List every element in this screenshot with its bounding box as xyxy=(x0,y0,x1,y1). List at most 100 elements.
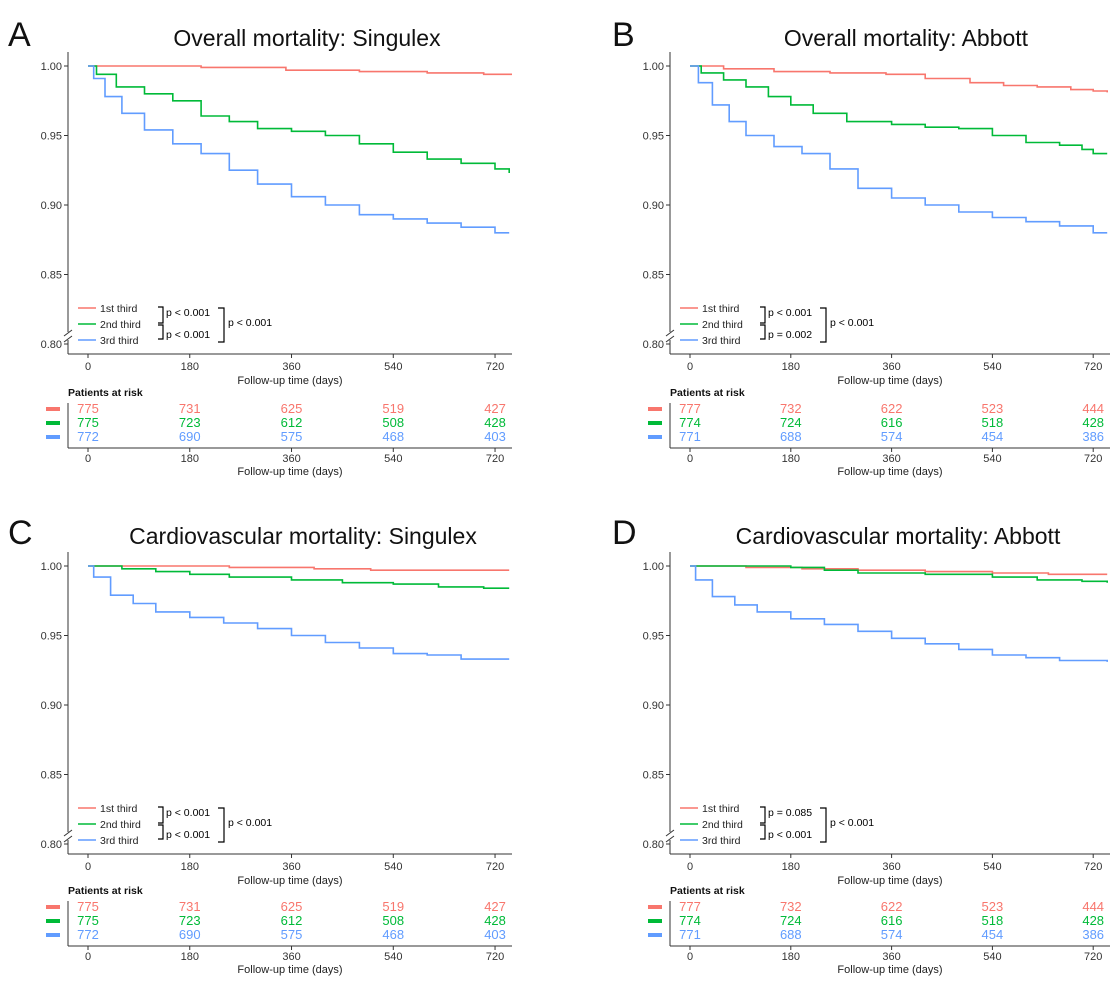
y-tick-label: 1.00 xyxy=(41,61,62,73)
x-tick-label: 720 xyxy=(1084,951,1102,963)
risk-row-swatch xyxy=(648,407,662,411)
legend-label: 3rd third xyxy=(100,335,139,347)
y-tick-label: 1.00 xyxy=(41,561,62,573)
p-value-label: p < 0.001 xyxy=(768,307,812,319)
risk-row-swatch xyxy=(648,905,662,909)
x-tick-label: 0 xyxy=(85,861,91,873)
risk-count: 777 xyxy=(679,899,701,914)
x-tick-label: 360 xyxy=(282,951,300,963)
x-tick-label: 180 xyxy=(782,861,800,873)
risk-count: 731 xyxy=(179,899,201,914)
x-tick-label: 720 xyxy=(486,951,504,963)
p-bracket xyxy=(158,306,164,324)
risk-count: 574 xyxy=(881,927,903,942)
x-tick-label: 0 xyxy=(85,951,91,963)
x-tick-label: 720 xyxy=(486,361,504,373)
risk-count: 403 xyxy=(484,927,506,942)
legend-label: 1st third xyxy=(100,803,138,815)
risk-count: 622 xyxy=(881,401,903,416)
risk-count: 428 xyxy=(484,913,506,928)
survival-curve-2 xyxy=(690,65,1108,155)
x-axis-label: Follow-up time (days) xyxy=(237,964,342,976)
x-tick-label: 360 xyxy=(882,951,900,963)
risk-count: 468 xyxy=(382,927,404,942)
risk-count: 774 xyxy=(679,415,701,430)
y-tick-label: 0.85 xyxy=(41,770,62,782)
y-tick-label: 0.90 xyxy=(643,200,664,212)
panel-letter: B xyxy=(612,16,635,54)
x-tick-label: 180 xyxy=(782,453,800,465)
y-tick-label: 1.00 xyxy=(643,561,664,573)
risk-count: 612 xyxy=(281,415,303,430)
risk-row-swatch xyxy=(46,933,60,937)
axis-break-mark xyxy=(665,335,675,343)
axis-break-mark xyxy=(63,835,73,843)
risk-count: 616 xyxy=(881,913,903,928)
legend-label: 2nd third xyxy=(702,319,743,331)
panel-d: D Cardiovascular mortality: Abbott 1.00 0.9… xyxy=(612,514,1110,976)
x-tick-label: 540 xyxy=(983,861,1001,873)
risk-count: 771 xyxy=(679,429,701,444)
x-tick-label: 0 xyxy=(85,453,91,465)
x-tick-label: 180 xyxy=(181,951,199,963)
x-tick-label: 0 xyxy=(687,861,693,873)
risk-count: 724 xyxy=(780,913,802,928)
survival-curve-3 xyxy=(88,565,510,660)
risk-count: 775 xyxy=(77,899,99,914)
x-axis-label: Follow-up time (days) xyxy=(237,875,342,887)
risk-count: 454 xyxy=(982,429,1004,444)
risk-row-swatch xyxy=(46,435,60,439)
axis-break-mark xyxy=(665,835,675,843)
risk-count: 518 xyxy=(982,415,1004,430)
chart-title: Cardiovascular mortality: Abbott xyxy=(736,523,1061,549)
x-tick-label: 540 xyxy=(384,861,402,873)
y-tick-label: 1.00 xyxy=(643,61,664,73)
risk-table-title: Patients at risk xyxy=(670,885,745,897)
risk-count: 772 xyxy=(77,927,99,942)
risk-count: 575 xyxy=(281,429,303,444)
risk-count: 508 xyxy=(382,415,404,430)
p-value-label: p < 0.001 xyxy=(830,317,874,329)
risk-count: 519 xyxy=(382,899,404,914)
risk-count: 688 xyxy=(780,429,802,444)
risk-count: 690 xyxy=(179,927,201,942)
risk-count: 732 xyxy=(780,401,802,416)
y-tick-label: 0.80 xyxy=(41,339,62,351)
risk-count: 428 xyxy=(484,415,506,430)
y-tick-label: 0.80 xyxy=(643,339,664,351)
survival-curve-2 xyxy=(690,565,1108,583)
x-tick-label: 180 xyxy=(181,861,199,873)
x-tick-label: 720 xyxy=(1084,361,1102,373)
p-bracket xyxy=(760,306,766,324)
legend-label: 1st third xyxy=(702,803,740,815)
survival-curve-2 xyxy=(88,65,510,173)
p-value-label: p < 0.001 xyxy=(830,817,874,829)
risk-count: 771 xyxy=(679,927,701,942)
survival-curve-1 xyxy=(690,565,1108,576)
axis-break-mark xyxy=(665,329,675,337)
risk-count: 723 xyxy=(179,913,201,928)
p-bracket xyxy=(158,824,164,840)
y-tick-label: 0.95 xyxy=(41,631,62,643)
risk-count: 386 xyxy=(1082,429,1104,444)
p-bracket xyxy=(158,324,164,340)
risk-row-swatch xyxy=(648,933,662,937)
p-value-label: p < 0.001 xyxy=(228,317,272,329)
risk-count: 731 xyxy=(179,401,201,416)
p-value-label: p < 0.001 xyxy=(166,307,210,319)
p-bracket xyxy=(158,806,164,824)
axis-break-mark xyxy=(63,335,73,343)
legend-label: 3rd third xyxy=(702,335,741,347)
y-tick-label: 0.95 xyxy=(643,131,664,143)
x-tick-label: 540 xyxy=(983,361,1001,373)
x-tick-label: 0 xyxy=(687,453,693,465)
x-axis-label: Follow-up time (days) xyxy=(837,875,942,887)
risk-count: 724 xyxy=(780,415,802,430)
y-tick-label: 0.85 xyxy=(41,270,62,282)
risk-row-swatch xyxy=(648,435,662,439)
survival-curve-1 xyxy=(88,565,510,571)
x-tick-label: 540 xyxy=(384,951,402,963)
risk-count: 616 xyxy=(881,415,903,430)
risk-row-swatch xyxy=(46,919,60,923)
y-tick-label: 0.80 xyxy=(41,839,62,851)
